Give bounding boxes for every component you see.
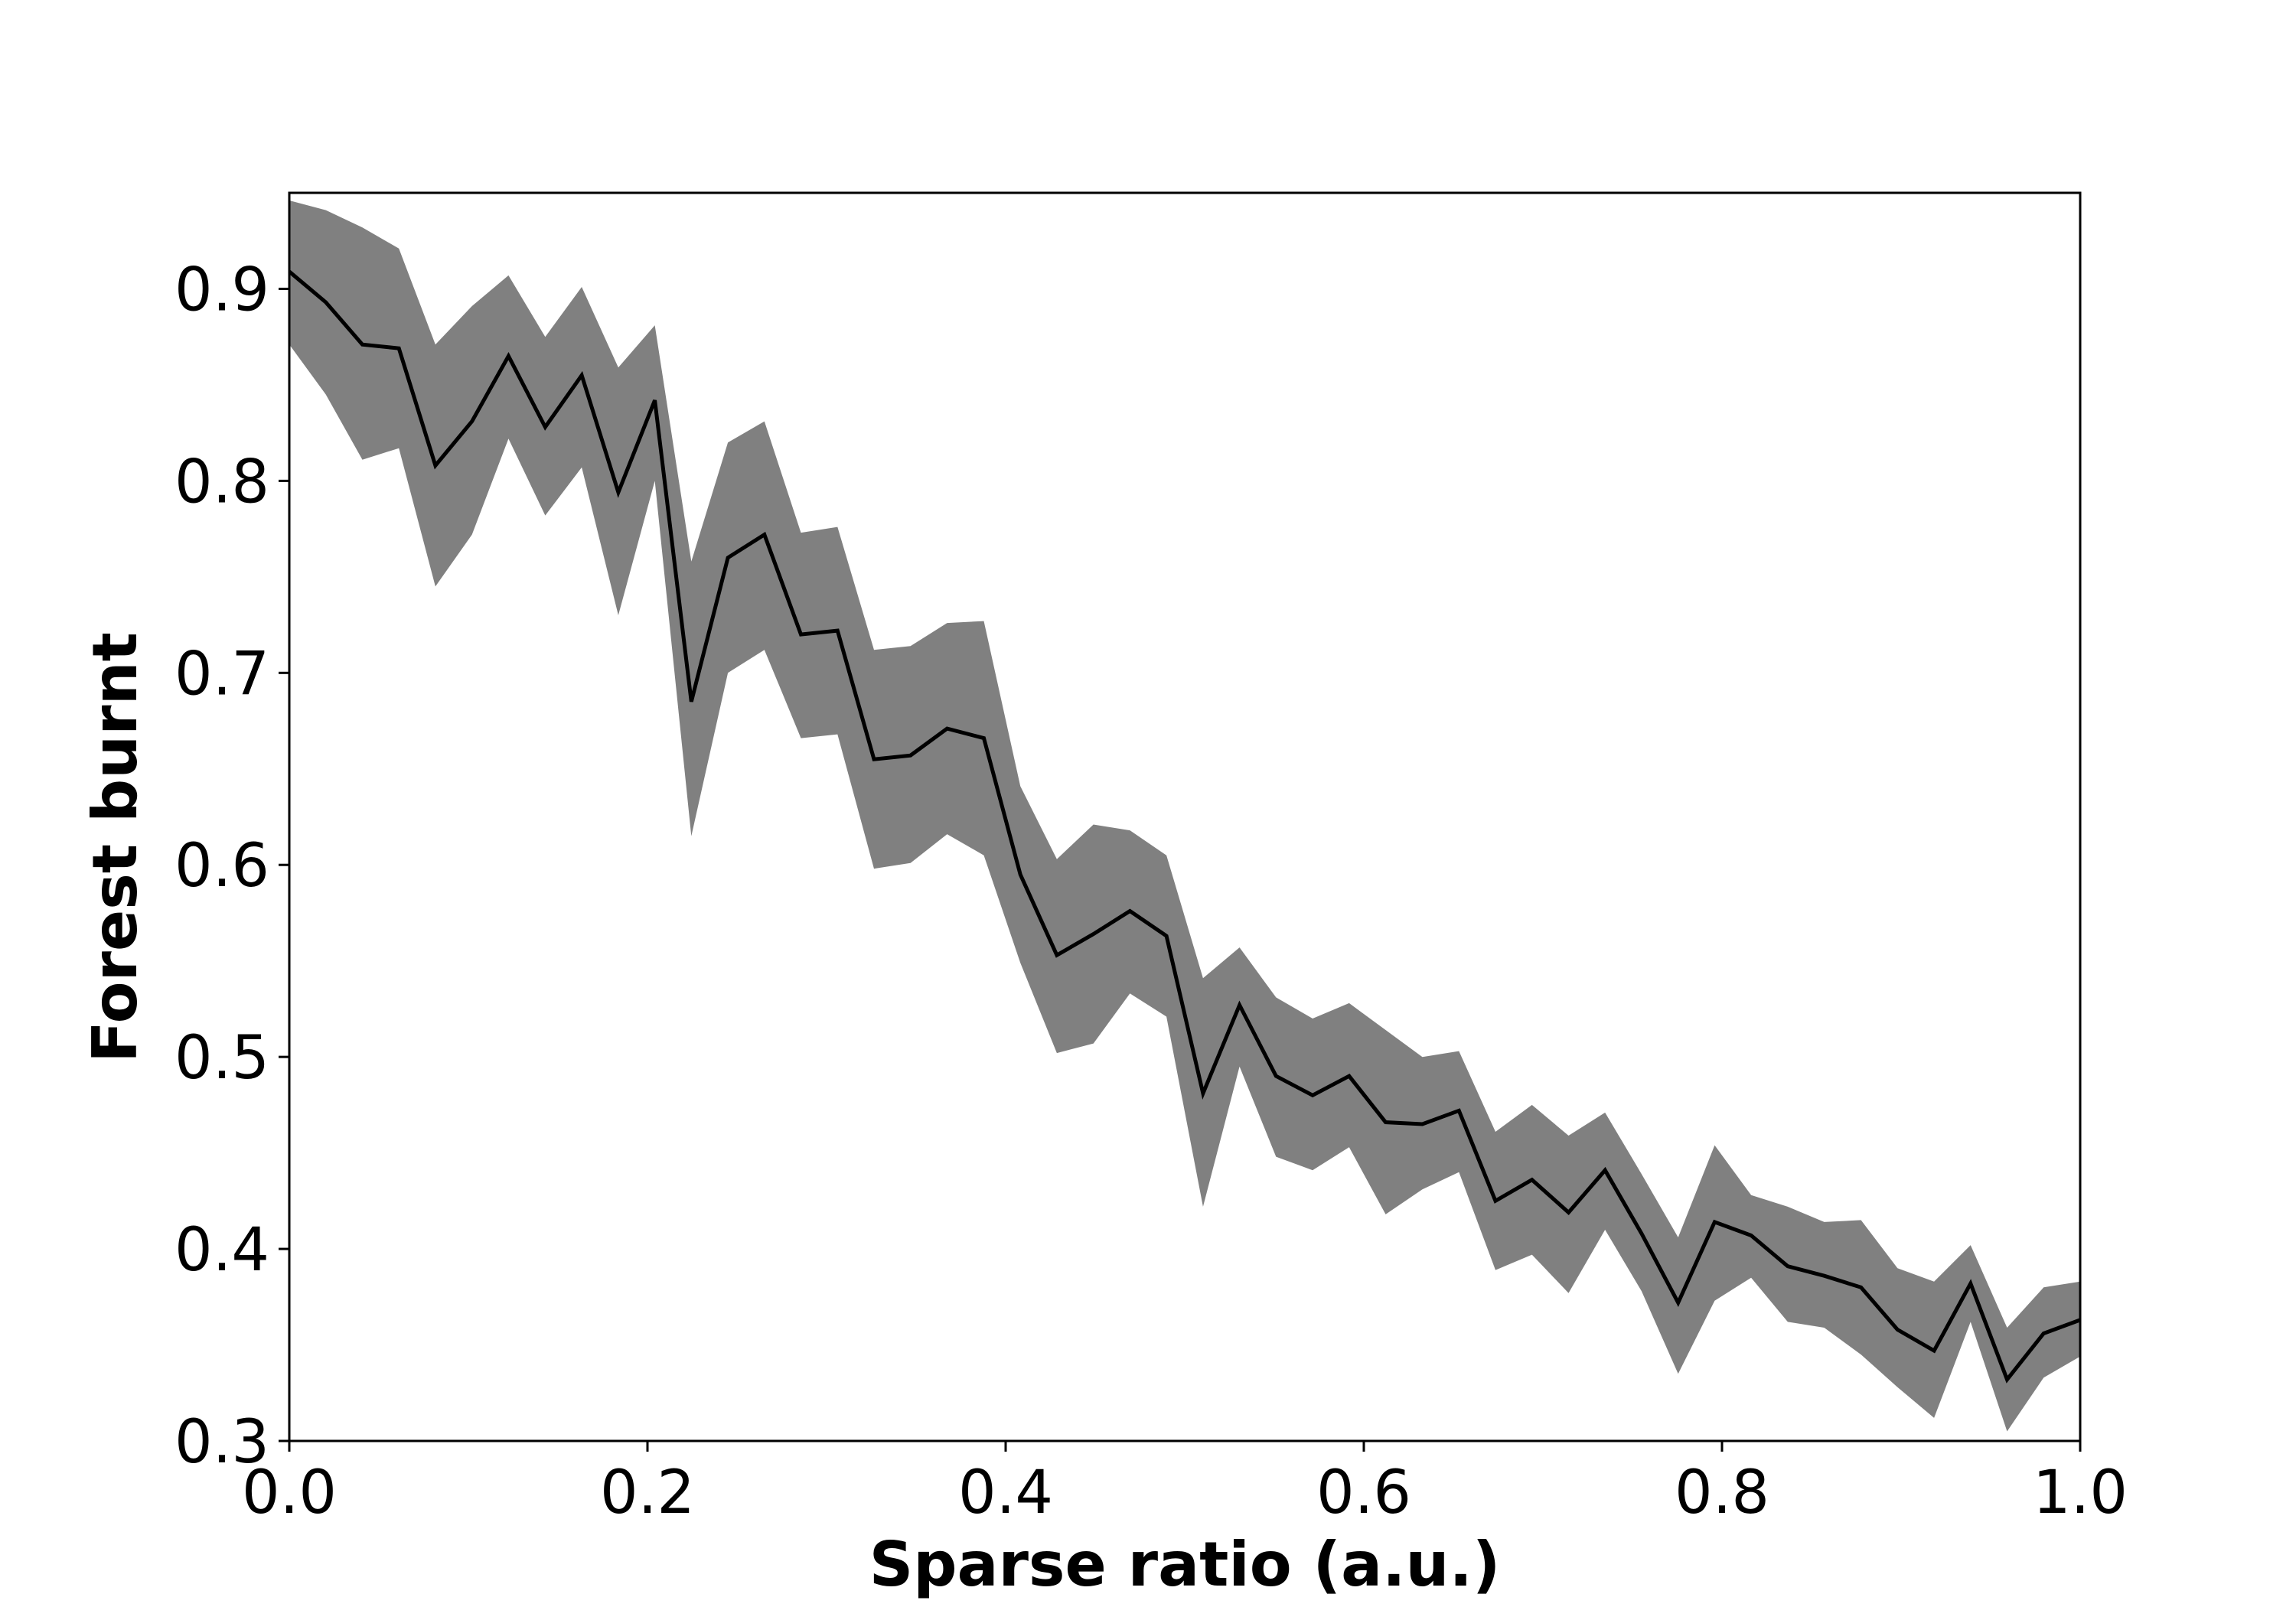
y-tick-label: 0.4: [174, 1216, 269, 1285]
x-tick-label: 0.4: [958, 1459, 1053, 1527]
y-tick-label: 0.3: [174, 1408, 269, 1477]
x-tick-label: 0.2: [600, 1459, 695, 1527]
plot-frame: [288, 191, 2082, 1442]
y-tick-label: 0.7: [174, 640, 269, 709]
x-axis-title: Sparse ratio (a.u.): [869, 1529, 1501, 1600]
y-tick-label: 0.8: [174, 448, 269, 517]
y-tick-label: 0.5: [174, 1024, 269, 1093]
x-tick-label: 1.0: [2033, 1459, 2128, 1527]
x-tick-label: 0.8: [1675, 1459, 1769, 1527]
confidence-band-0: [289, 200, 2080, 1432]
x-tick-label: 0.6: [1316, 1459, 1411, 1527]
x-axis-ticks: 0.0 0.2 0.4 0.6 0.8 1.0: [242, 1441, 2128, 1527]
confidence-band-layer: [289, 200, 2080, 1432]
y-axis-ticks: 0.3 0.4 0.5 0.6 0.7 0.8 0.9: [174, 256, 289, 1477]
y-axis-title: Forest burnt: [80, 632, 151, 1063]
y-tick-label: 0.9: [174, 256, 269, 324]
y-tick-label: 0.6: [174, 832, 269, 901]
x-tick-label: 0.0: [242, 1459, 337, 1527]
series-line-0: [288, 269, 2081, 1384]
series-line-layer: [288, 269, 2081, 1384]
